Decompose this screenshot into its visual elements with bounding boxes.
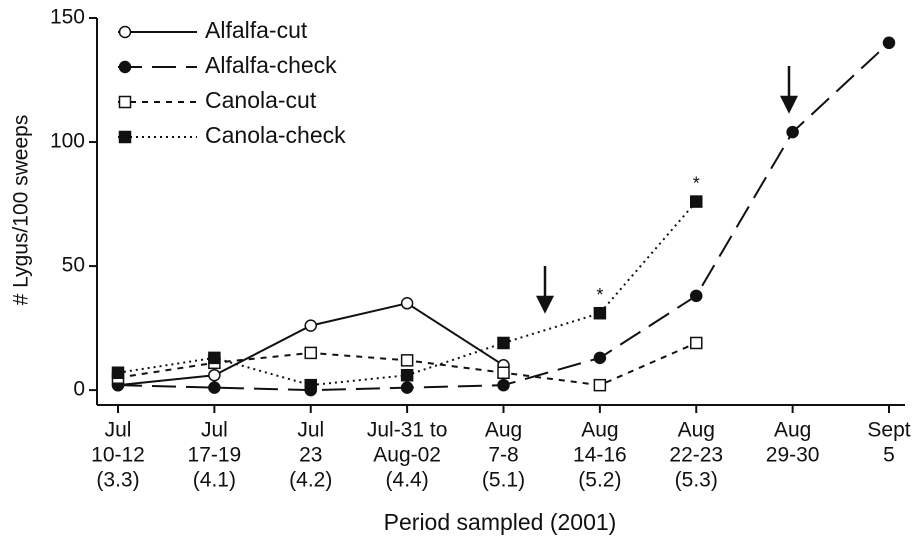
annotation: *: [596, 285, 603, 305]
data-point: [400, 368, 414, 382]
x-tick-label: Aug: [485, 419, 522, 442]
x-tick-label: Jul: [297, 419, 324, 442]
data-point: [786, 125, 799, 139]
x-tick-label: 10-12: [91, 444, 145, 467]
annotation: *: [693, 173, 700, 193]
x-tick-label: Jul: [105, 419, 132, 442]
x-tick-label: 5: [883, 444, 895, 467]
data-point: [400, 354, 414, 367]
data-point: [497, 336, 510, 350]
arrow: [535, 266, 555, 314]
data-point: [111, 366, 125, 379]
data-point: [208, 368, 221, 382]
legend-label: Canola-cut: [205, 87, 317, 113]
x-tick-label: (4.1): [193, 469, 236, 492]
y-tick-label: 0: [73, 378, 85, 401]
x-tick-label: 17-19: [188, 444, 242, 467]
x-tick-label: Aug: [774, 419, 811, 442]
data-point: [593, 306, 607, 320]
x-tick-label: Aug: [678, 419, 715, 442]
data-point: [400, 381, 414, 394]
legend-label: Alfalfa-check: [205, 52, 337, 78]
x-tick-label: (3.3): [96, 469, 139, 492]
y-tick-label: 100: [50, 130, 85, 153]
x-tick-label: (5.1): [482, 469, 525, 492]
x-tick-label: Jul: [201, 419, 228, 442]
x-tick-label: 14-16: [573, 444, 627, 467]
series-line: [117, 302, 505, 387]
legend-label: Alfalfa-cut: [205, 17, 308, 43]
legend-marker: [118, 95, 132, 109]
data-point: [208, 381, 221, 394]
arrow: [779, 66, 799, 114]
data-point: [593, 351, 607, 365]
data-point: [593, 378, 607, 392]
x-tick-label: (4.4): [386, 469, 429, 492]
data-point: [882, 36, 896, 50]
x-tick-label: (4.2): [289, 469, 332, 492]
data-point: [304, 378, 317, 392]
x-tick-label: 22-23: [669, 444, 723, 467]
legend-marker: [118, 60, 132, 74]
legend-label: Canola-check: [205, 122, 346, 148]
data-point: [304, 319, 317, 332]
legend-marker: [118, 130, 132, 144]
x-tick-label: Aug-02: [373, 444, 441, 467]
y-axis-title: # Lygus/100 sweeps: [10, 115, 33, 306]
x-tick-label: 23: [299, 444, 322, 467]
data-point: [690, 195, 703, 208]
data-point: [304, 346, 317, 360]
x-tick-label: 29-30: [766, 444, 820, 467]
data-point: [690, 289, 703, 303]
legend-marker: [118, 25, 132, 39]
data-point: [400, 297, 414, 310]
x-tick-label: (5.2): [578, 469, 621, 492]
y-tick-label: 50: [62, 254, 85, 277]
x-tick-label: Jul-31 to: [367, 419, 448, 442]
data-point: [208, 351, 221, 365]
x-tick-label: Aug: [581, 419, 618, 442]
x-tick-label: 7-8: [488, 444, 518, 467]
data-point: [690, 336, 703, 350]
x-tick-label: Sept: [867, 419, 910, 442]
data-point: [497, 378, 510, 392]
x-axis-title: Period sampled (2001): [384, 509, 617, 535]
x-tick-label: (5.3): [675, 469, 718, 492]
data-point: [497, 366, 510, 379]
y-tick-label: 150: [50, 6, 85, 29]
